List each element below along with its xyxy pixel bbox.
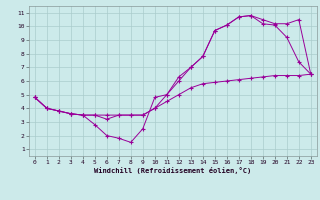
X-axis label: Windchill (Refroidissement éolien,°C): Windchill (Refroidissement éolien,°C) — [94, 167, 252, 174]
